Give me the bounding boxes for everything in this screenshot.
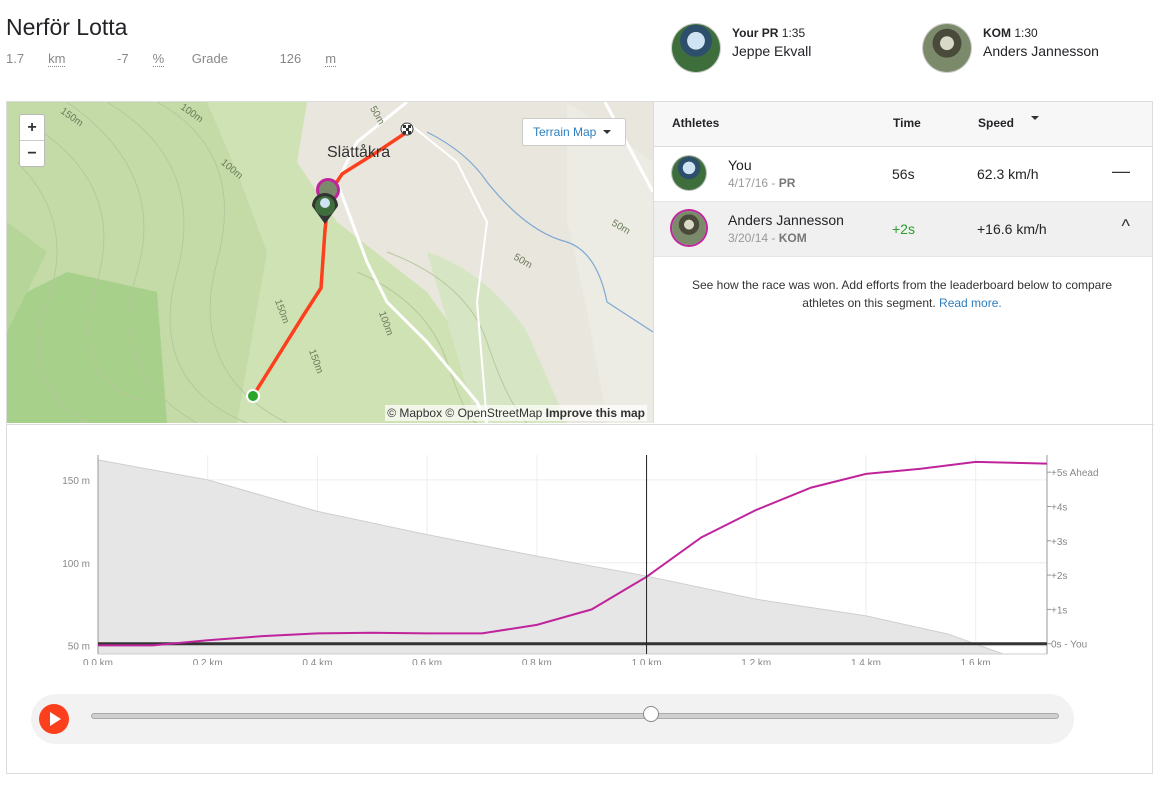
play-icon[interactable] [39, 704, 69, 734]
improve-map-link[interactable]: Improve this map [545, 406, 645, 420]
segment-map[interactable]: Slättåkra 150m 100m 100m 50m 50m 100m 15… [7, 102, 653, 423]
caret-down-icon [603, 130, 611, 134]
chevron-up-icon[interactable]: ^ [1121, 216, 1130, 236]
pr-label: Your PR [732, 26, 779, 40]
pr-avatar[interactable] [672, 24, 720, 72]
elevation-chart[interactable]: 0.0 km 0.2 km 0.4 km 0.6 km 0.8 km 1.0 km 1.2 … [7, 424, 1154, 665]
x-tick-label: 1.0 km [632, 658, 662, 665]
your-pr-block[interactable]: Your PR 1:35 Jeppe Ekvall [672, 22, 892, 74]
read-more-link[interactable]: Read more. [939, 296, 1002, 310]
athlete-avatar[interactable] [672, 156, 706, 190]
collapse-icon[interactable]: — [1112, 161, 1130, 181]
col-time: Time [893, 116, 921, 130]
sort-caret-icon[interactable] [1031, 116, 1039, 120]
grade-stat: -7% Grade [117, 51, 228, 67]
kom-avatar[interactable] [923, 24, 971, 72]
gap-series-line [98, 460, 1048, 647]
gap-tick-label: +3s [1051, 537, 1067, 548]
col-athletes: Athletes [672, 116, 720, 130]
x-tick-label: 0.0 km [83, 658, 113, 665]
effort-time-diff: +2s [892, 221, 915, 237]
x-tick-label: 1.4 km [851, 658, 881, 665]
effort-speed: 62.3 km/h [977, 166, 1039, 182]
kom-athlete-name[interactable]: Anders Jannesson [983, 43, 1099, 59]
effort-time: 56s [892, 166, 915, 182]
map-attribution: © Mapbox © OpenStreetMap Improve this ma… [385, 405, 647, 421]
terrain-map-label: Terrain Map [533, 125, 597, 139]
gap-tick-label: +1s [1051, 605, 1067, 616]
chart-canvas[interactable]: 0.0 km 0.2 km 0.4 km 0.6 km 0.8 km 1.0 km 1.2 … [7, 425, 1154, 665]
x-tick-label: 1.2 km [741, 658, 771, 665]
segment-panel: Slättåkra 150m 100m 100m 50m 50m 100m 15… [6, 101, 1154, 774]
playback-bar [31, 694, 1074, 744]
table-row[interactable]: You 4/17/16 - PR 56s 62.3 km/h — [654, 147, 1152, 202]
attribution-text[interactable]: © Mapbox © OpenStreetMap [387, 406, 543, 420]
elevation-stat: 126 m [279, 51, 337, 67]
x-tick-label: 0.6 km [412, 658, 442, 665]
gap-tick-label: 0s - You [1051, 640, 1087, 651]
playback-handle[interactable] [643, 706, 660, 722]
pr-time: 1:35 [781, 26, 806, 40]
effort-date: 3/20/14 - KOM [728, 231, 807, 245]
pr-athlete-name[interactable]: Jeppe Ekvall [732, 43, 812, 59]
place-label: Slättåkra [327, 144, 391, 161]
playback-track[interactable] [91, 713, 1059, 719]
segment-title: Nerför Lotta [6, 14, 128, 40]
athlete-avatar[interactable] [672, 211, 706, 245]
terrain-map-dropdown[interactable]: Terrain Map [522, 118, 626, 146]
zoom-control: + − [19, 114, 45, 167]
map-canvas[interactable] [7, 102, 653, 423]
gap-tick-label: +4s [1051, 502, 1067, 513]
table-header: Athletes Time Speed [654, 102, 1152, 147]
y-tick-label: 100 m [62, 559, 90, 570]
distance-stat: 1.7 km [6, 51, 66, 67]
kom-label: KOM [983, 26, 1011, 40]
col-speed[interactable]: Speed [978, 116, 1015, 130]
zoom-in-button[interactable]: + [27, 119, 37, 136]
athlete-name[interactable]: You [728, 157, 752, 173]
kom-time: 1:30 [1014, 26, 1038, 40]
y-tick-label: 150 m [62, 476, 90, 487]
effort-date: 4/17/16 - PR [728, 176, 796, 190]
zoom-out-button[interactable]: − [20, 140, 44, 166]
segment-stats: 1.7 km -7% Grade 126 m [6, 51, 384, 67]
effort-speed-diff: +16.6 km/h [977, 221, 1047, 237]
x-tick-label: 0.4 km [302, 658, 332, 665]
compare-note: See how the race was won. Add efforts fr… [691, 278, 1113, 310]
kom-block[interactable]: KOM 1:30 Anders Jannesson [923, 22, 1143, 74]
gap-tick-label: +5s Ahead [1051, 468, 1099, 479]
elevation-area [97, 459, 1047, 655]
x-tick-label: 0.2 km [193, 658, 223, 665]
y-tick-label: 50 m [68, 642, 90, 653]
athlete-name[interactable]: Anders Jannesson [728, 212, 844, 228]
table-row[interactable]: Anders Jannesson 3/20/14 - KOM +2s +16.6… [654, 202, 1152, 257]
x-tick-label: 1.6 km [961, 658, 991, 665]
x-tick-label: 0.8 km [522, 658, 552, 665]
compare-table: Athletes Time Speed You 4/17/16 - PR 56s… [653, 102, 1152, 423]
gap-tick-label: +2s [1051, 571, 1067, 582]
